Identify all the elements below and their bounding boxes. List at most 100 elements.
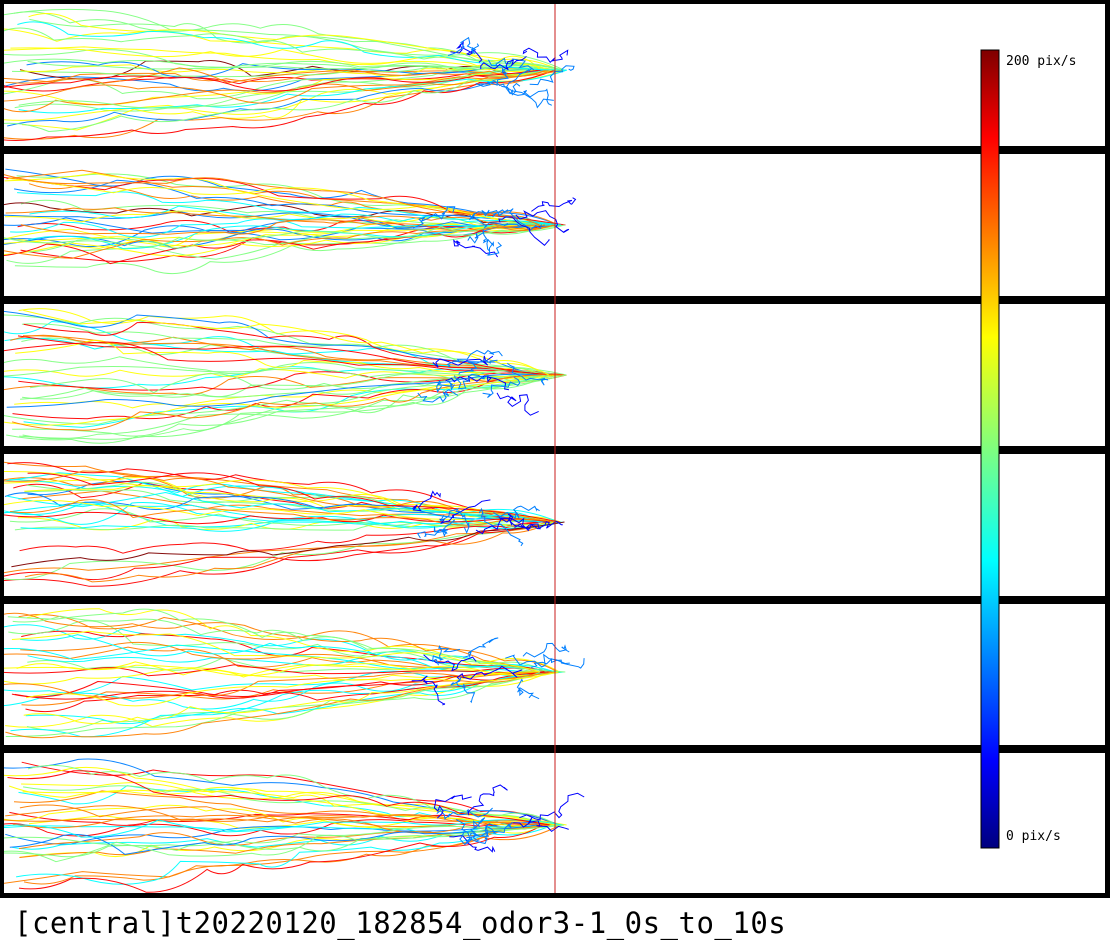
- trajectory: [3, 511, 550, 525]
- trajectory-jitter: [467, 784, 508, 816]
- trajectory-jitter: [436, 807, 493, 820]
- trajectory: [5, 671, 550, 728]
- trajectory-jitter: [432, 355, 494, 368]
- trajectory-jitter: [446, 349, 503, 368]
- trajectory-jitter: [458, 359, 498, 375]
- trajectory-jitter: [505, 653, 570, 668]
- trajectory: [25, 671, 559, 713]
- trajectory: [23, 309, 550, 376]
- trajectory: [19, 374, 566, 440]
- trajectory: [0, 374, 558, 426]
- trajectory-jitter: [469, 214, 522, 229]
- trajectory-jitter: [439, 499, 491, 524]
- trajectory: [9, 479, 559, 523]
- trajectory: [7, 608, 566, 673]
- trajectory: [0, 69, 551, 140]
- trajectory-jitter: [433, 794, 472, 819]
- trajectory-jitter: [475, 65, 512, 87]
- trajectory-jitter: [455, 819, 497, 845]
- trajectory: [0, 472, 540, 523]
- trajectory-jitter: [453, 239, 499, 258]
- trajectory: [0, 368, 538, 379]
- trajectory-jitter: [467, 229, 490, 252]
- trajectory-jitter: [454, 373, 490, 390]
- trajectory-jitter: [514, 520, 563, 530]
- trajectory: [7, 770, 550, 826]
- trajectory: [0, 8, 565, 71]
- trajectory: [0, 521, 550, 581]
- trajectory: [0, 69, 550, 104]
- trajectory-jitter: [519, 792, 585, 821]
- trajectory: [29, 205, 560, 226]
- trajectory-jitter: [475, 517, 541, 535]
- trajectory: [20, 219, 554, 235]
- trajectory: [9, 508, 557, 528]
- trajectory: [0, 819, 563, 838]
- trajectory: [10, 499, 557, 526]
- fly-trajectories: [0, 8, 585, 893]
- trajectory-jitter: [515, 210, 570, 234]
- trajectory-jitter: [531, 657, 585, 669]
- trajectory: [5, 207, 556, 230]
- trajectory: [1, 27, 563, 71]
- trajectory: [15, 339, 542, 376]
- trajectory: [24, 521, 552, 583]
- trajectory: [14, 374, 562, 409]
- trajectory: [0, 766, 547, 826]
- trajectory: [0, 612, 558, 673]
- trajectory: [0, 824, 565, 863]
- trajectory: [0, 824, 538, 847]
- trajectory: [17, 335, 565, 376]
- trajectory-jitter: [513, 817, 569, 833]
- trajectory: [6, 373, 540, 408]
- trajectory: [0, 644, 562, 673]
- trajectory: [16, 824, 553, 885]
- trajectory: [28, 13, 541, 71]
- trajectory: [19, 60, 547, 80]
- trajectory-jitter: [516, 678, 540, 700]
- trajectory: [23, 785, 546, 826]
- trajectory: [27, 764, 557, 826]
- trajectory: [21, 671, 546, 706]
- trajectory: [29, 18, 563, 71]
- trajectory-jitter: [531, 197, 577, 212]
- trajectory: [13, 482, 550, 523]
- trajectory-jitter: [439, 508, 470, 535]
- trajectory: [8, 785, 558, 826]
- trajectory: [14, 11, 548, 71]
- trajectory: [8, 177, 546, 226]
- trajectory-jitter: [431, 645, 461, 666]
- arena-bottom-border: [0, 893, 1110, 898]
- trajectory: [20, 521, 564, 532]
- trajectory: [3, 521, 561, 574]
- trajectory: [0, 69, 556, 141]
- trajectory: [0, 341, 552, 376]
- trajectory: [0, 210, 542, 228]
- trajectory-jitter: [498, 216, 550, 246]
- trajectory-jitter: [482, 377, 521, 398]
- trajectory-jitter: [463, 637, 499, 658]
- trajectory-jitter: [417, 389, 459, 403]
- trajectory-jitter: [478, 80, 554, 109]
- trajectory: [0, 824, 555, 834]
- trajectory: [0, 374, 544, 425]
- trajectory: [29, 373, 538, 394]
- trajectory: [0, 222, 544, 248]
- trajectory: [1, 176, 566, 226]
- trajectory: [0, 824, 561, 885]
- trajectory: [0, 824, 558, 858]
- trajectory: [18, 308, 545, 376]
- video-caption: [central]t20220120_182854_odor3-1_0s_to_…: [14, 906, 787, 940]
- trajectory: [0, 69, 547, 133]
- trajectory-jitter: [522, 642, 570, 658]
- trajectory-jitter: [416, 519, 456, 539]
- trajectory-jitter: [411, 675, 446, 706]
- trajectory: [1, 69, 564, 113]
- trajectory-jitter: [436, 380, 455, 393]
- trajectory-jitter: [478, 507, 524, 547]
- trajectory: [2, 69, 541, 92]
- trajectory: [17, 21, 567, 71]
- trajectory: [18, 614, 540, 673]
- trajectory: [25, 671, 538, 707]
- trajectory-jitter: [411, 490, 441, 512]
